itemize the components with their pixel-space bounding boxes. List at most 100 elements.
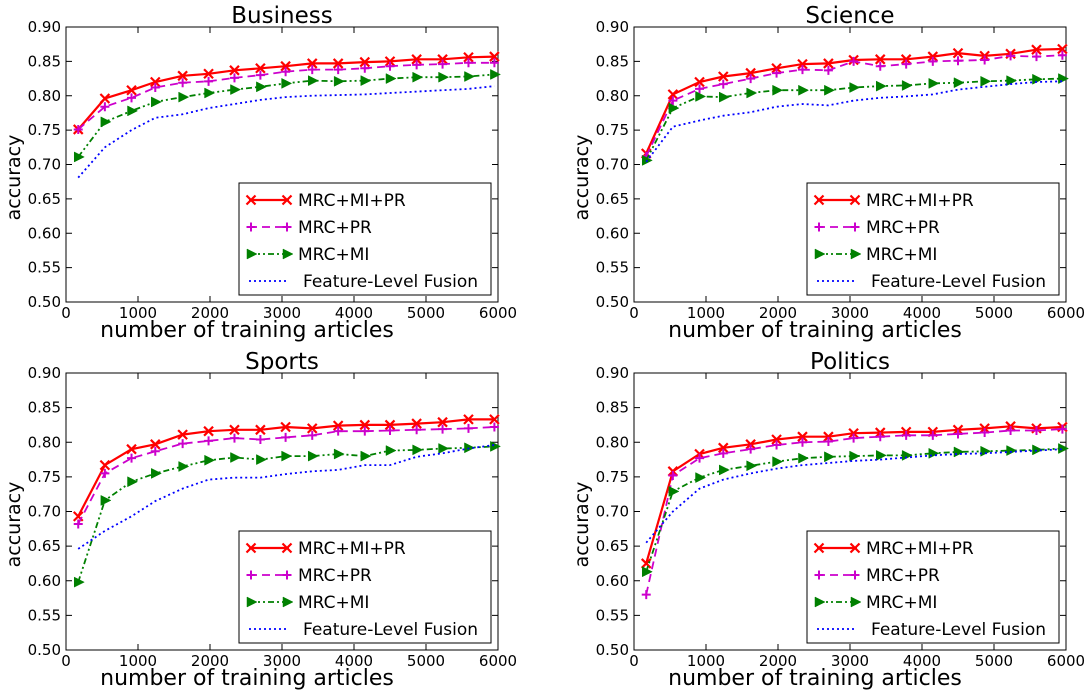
y-tick-label: 0.60 — [28, 224, 61, 242]
y-tick-label: 0.90 — [28, 364, 61, 382]
legend-marker — [814, 248, 826, 260]
data-point — [203, 68, 214, 80]
legend-label: MRC+MI+PR — [298, 191, 406, 211]
data-point — [797, 58, 808, 70]
data-point — [695, 472, 707, 483]
data-point — [1058, 443, 1069, 454]
legend-label: MRC+MI — [866, 245, 937, 265]
y-axis-label: accuracy — [571, 135, 593, 221]
data-point — [333, 426, 343, 436]
chart-title: Science — [805, 3, 894, 29]
y-tick-label: 0.80 — [596, 433, 629, 451]
data-point — [823, 58, 834, 69]
y-tick-label: 0.85 — [28, 52, 61, 70]
data-point — [849, 56, 859, 66]
data-point — [463, 423, 473, 433]
data-point — [360, 450, 372, 462]
x-tick-label: 1000 — [687, 652, 725, 670]
data-point — [1057, 424, 1067, 434]
legend-marker — [814, 222, 824, 232]
data-point — [718, 448, 728, 458]
data-point — [384, 419, 396, 431]
legend-marker — [246, 596, 258, 608]
data-point — [772, 68, 782, 78]
y-tick-label: 0.70 — [28, 503, 61, 521]
data-point — [771, 434, 782, 445]
data-point — [359, 419, 371, 431]
data-point — [900, 54, 912, 65]
data-point — [307, 430, 317, 440]
data-point — [875, 80, 887, 92]
data-point — [333, 448, 345, 460]
data-point — [489, 422, 499, 432]
data-point — [772, 84, 784, 96]
data-point — [928, 77, 940, 89]
data-point — [490, 441, 501, 452]
data-point — [798, 84, 810, 96]
data-point — [719, 464, 730, 476]
data-point — [438, 443, 450, 454]
data-point — [1032, 73, 1044, 85]
y-tick-label: 0.70 — [596, 156, 629, 174]
data-point — [1031, 52, 1041, 62]
data-point — [100, 495, 112, 506]
data-point — [360, 63, 370, 73]
data-point — [771, 62, 782, 74]
data-point — [848, 427, 859, 439]
data-point — [849, 82, 861, 93]
legend-label: MRC+MI+PR — [298, 539, 406, 559]
data-point — [229, 424, 240, 436]
data-point — [772, 456, 784, 468]
y-tick-label: 0.50 — [596, 293, 629, 311]
data-point — [490, 69, 501, 80]
data-point — [333, 75, 345, 87]
y-tick-label: 0.90 — [596, 18, 629, 36]
x-axis-label: number of training articles — [668, 318, 962, 343]
data-point — [178, 91, 190, 103]
data-point — [746, 444, 756, 454]
x-tick-label: 6000 — [1047, 304, 1085, 322]
data-point — [203, 425, 214, 437]
data-point — [127, 453, 137, 463]
data-point — [694, 76, 705, 88]
y-tick-label: 0.60 — [596, 572, 629, 590]
y-tick-label: 0.85 — [596, 52, 629, 70]
series-line-3 — [77, 444, 495, 550]
data-point — [875, 450, 887, 461]
data-point — [927, 51, 939, 62]
legend-label: MRC+MI — [298, 245, 369, 265]
legend-marker — [282, 570, 292, 580]
data-point — [204, 87, 216, 99]
data-point — [127, 476, 139, 488]
data-point — [150, 76, 161, 88]
data-point — [385, 73, 397, 84]
y-axis-label: accuracy — [3, 482, 25, 568]
data-point — [256, 454, 267, 465]
y-tick-label: 0.75 — [28, 121, 61, 139]
data-point — [437, 416, 448, 428]
data-point — [798, 452, 810, 464]
data-point — [489, 58, 499, 68]
data-point — [980, 75, 992, 87]
legend-marker — [282, 222, 292, 232]
x-axis-label: number of training articles — [100, 666, 394, 690]
data-point — [411, 54, 422, 65]
x-tick-label: 3000 — [831, 304, 869, 322]
legend-label: MRC+MI — [866, 593, 937, 613]
y-tick-label: 0.85 — [596, 399, 629, 417]
legend-marker — [246, 222, 256, 232]
data-point — [875, 61, 885, 71]
legend-marker — [245, 194, 257, 206]
data-point — [73, 151, 85, 163]
data-point — [641, 566, 653, 578]
y-axis-label: accuracy — [571, 482, 593, 568]
series-line-1 — [77, 426, 495, 525]
data-point — [100, 116, 112, 128]
data-point — [1006, 425, 1016, 435]
data-point — [797, 65, 807, 75]
x-tick-label: 2000 — [191, 652, 229, 670]
data-point — [1057, 43, 1068, 55]
data-point — [73, 124, 83, 134]
y-tick-label: 0.50 — [28, 641, 61, 659]
chart-title: Sports — [245, 349, 319, 375]
